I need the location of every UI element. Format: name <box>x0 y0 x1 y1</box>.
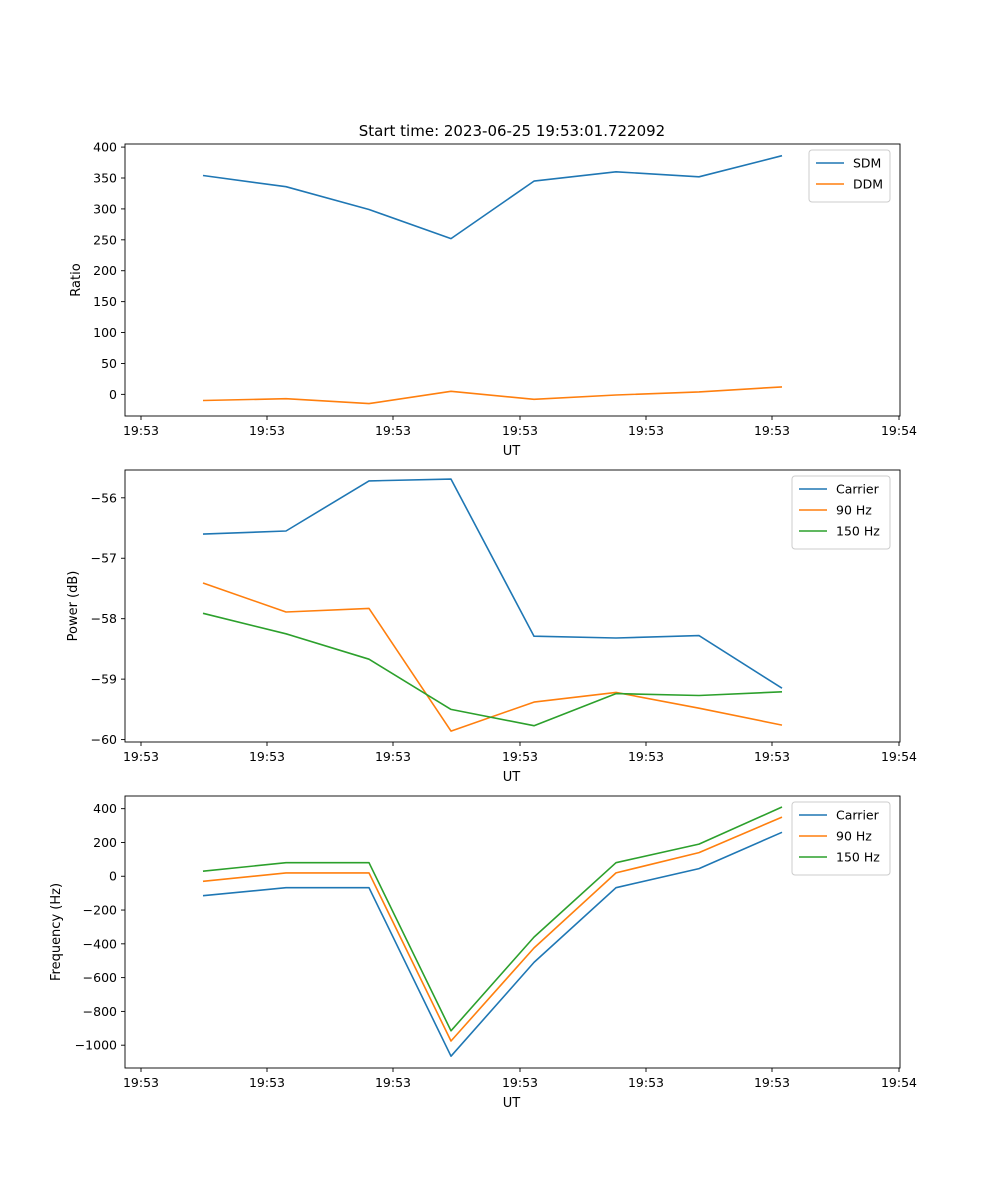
series-line <box>202 154 783 240</box>
y-tick-label: 150 <box>93 294 117 309</box>
x-tick-label: 19:53 <box>249 1075 285 1090</box>
legend-label: 150 Hz <box>836 524 880 539</box>
x-tick-label: 19:53 <box>375 423 411 438</box>
axes-frame <box>124 143 901 417</box>
y-tick-label: −58 <box>91 611 117 626</box>
x-tick-label: 19:53 <box>375 749 411 764</box>
y-axis-label: Frequency (Hz) <box>49 883 64 981</box>
series-line <box>202 386 783 405</box>
series-line <box>202 816 783 1042</box>
series-line <box>202 582 783 732</box>
y-tick-label: −600 <box>83 970 117 985</box>
x-tick-label: 19:53 <box>754 1075 790 1090</box>
x-tick-label: 19:53 <box>375 1075 411 1090</box>
figure-title: Start time: 2023-06-25 19:53:01.722092 <box>359 122 665 140</box>
x-tick-label: 19:53 <box>628 1075 664 1090</box>
y-tick-label: 200 <box>93 835 117 850</box>
x-tick-label: 19:53 <box>502 423 538 438</box>
x-tick-label: 19:53 <box>754 423 790 438</box>
y-tick-label: 0 <box>109 869 117 884</box>
axes-frame <box>124 795 901 1069</box>
x-tick-label: 19:53 <box>123 423 159 438</box>
legend-label: 90 Hz <box>836 503 872 518</box>
legend-label: 90 Hz <box>836 829 872 844</box>
y-tick-label: 250 <box>93 232 117 247</box>
series-line <box>202 806 783 1032</box>
x-tick-label: 19:53 <box>502 749 538 764</box>
x-tick-label: 19:53 <box>628 749 664 764</box>
charts: 19:53 19:53 19:53 19:53 19:53 19:53 19:54 0 50 10… <box>49 140 917 1111</box>
x-tick-label: 19:53 <box>502 1075 538 1090</box>
legend-label: DDM <box>853 177 883 192</box>
y-tick-label: −56 <box>91 490 117 505</box>
x-tick-label: 19:53 <box>123 1075 159 1090</box>
y-tick-label: −57 <box>91 551 117 566</box>
y-tick-label: −400 <box>83 936 117 951</box>
y-tick-label: 400 <box>93 140 117 155</box>
y-tick-label: −800 <box>83 1004 117 1019</box>
x-tick-label: 19:53 <box>249 423 285 438</box>
y-tick-label: 50 <box>101 356 117 371</box>
y-tick-label: −60 <box>91 732 117 747</box>
chart-panel: 19:53 19:53 19:53 19:53 19:53 19:53 19:54 −60 −5… <box>66 469 917 785</box>
legend-label: Carrier <box>836 482 880 497</box>
x-tick-label: 19:53 <box>123 749 159 764</box>
y-tick-label: −1000 <box>75 1038 117 1053</box>
y-tick-label: 350 <box>93 171 117 186</box>
series-line <box>202 831 783 1057</box>
chart-panel: 19:53 19:53 19:53 19:53 19:53 19:53 19:54 −1000… <box>49 795 917 1111</box>
y-tick-label: 400 <box>93 801 117 816</box>
axes-frame <box>124 469 901 743</box>
y-axis-label: Power (dB) <box>66 571 81 642</box>
x-tick-label: 19:54 <box>881 423 917 438</box>
series-line <box>202 478 783 689</box>
x-axis-label: UT <box>503 770 521 785</box>
y-tick-label: −200 <box>83 903 117 918</box>
x-tick-label: 19:53 <box>628 423 664 438</box>
legend-label: SDM <box>853 156 881 171</box>
x-tick-label: 19:53 <box>754 749 790 764</box>
x-axis-label: UT <box>503 444 521 459</box>
x-axis-label: UT <box>503 1096 521 1111</box>
y-tick-label: −59 <box>91 672 117 687</box>
y-tick-label: 0 <box>109 387 117 402</box>
legend-label: 150 Hz <box>836 850 880 865</box>
chart-panel: 19:53 19:53 19:53 19:53 19:53 19:53 19:54 0 50 10… <box>69 140 917 459</box>
x-tick-label: 19:53 <box>249 749 285 764</box>
y-tick-label: 100 <box>93 325 117 340</box>
legend-label: Carrier <box>836 808 880 823</box>
y-tick-label: 200 <box>93 263 117 278</box>
series-line <box>202 612 783 727</box>
y-tick-label: 300 <box>93 201 117 216</box>
y-axis-label: Ratio <box>69 263 84 296</box>
x-tick-label: 19:54 <box>881 1075 917 1090</box>
x-tick-label: 19:54 <box>881 749 917 764</box>
